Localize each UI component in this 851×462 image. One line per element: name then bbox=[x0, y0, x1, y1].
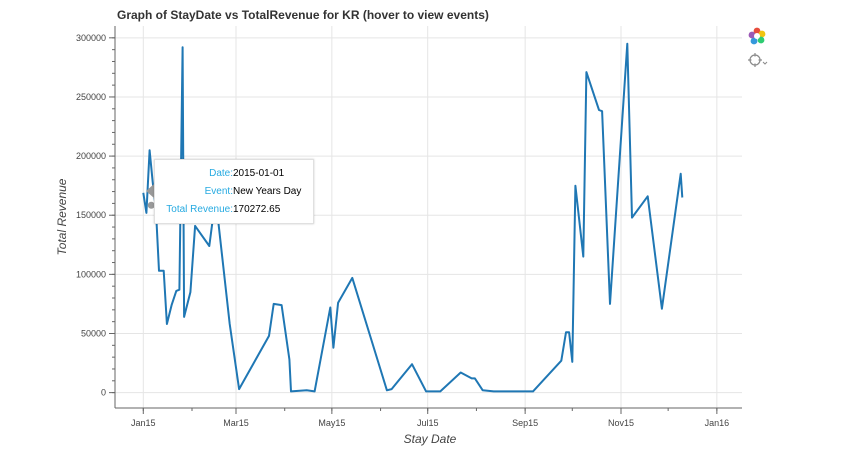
y-tick-label: 100000 bbox=[76, 269, 106, 279]
x-axis-label: Stay Date bbox=[404, 432, 457, 446]
y-tick-label: 200000 bbox=[76, 151, 106, 161]
hover-tooltip: Date: 2015-01-01 Event: New Years Day To… bbox=[154, 159, 314, 224]
tooltip-pointer bbox=[146, 184, 154, 198]
chart-toolbar bbox=[747, 26, 769, 74]
x-tick-label: Jan15 bbox=[131, 418, 156, 428]
chart-title: Graph of StayDate vs TotalRevenue for KR… bbox=[117, 8, 489, 22]
tooltip-revenue-value: 170272.65 bbox=[233, 204, 281, 215]
y-tick-label: 50000 bbox=[81, 328, 106, 338]
series-line[interactable] bbox=[142, 42, 684, 393]
tooltip-revenue-key: Total Revenue: bbox=[166, 204, 233, 215]
hover-marker bbox=[147, 201, 155, 209]
y-tick-label: 0 bbox=[101, 388, 106, 398]
y-tick-label: 150000 bbox=[76, 210, 106, 220]
x-tick-label: May15 bbox=[318, 418, 345, 428]
tooltip-event-value: New Years Day bbox=[233, 186, 302, 197]
tooltip-event-key: Event: bbox=[204, 186, 233, 197]
x-tick-label: Jul15 bbox=[417, 418, 439, 428]
x-tick-label: Sep15 bbox=[512, 418, 538, 428]
crosshair-hover-icon[interactable] bbox=[747, 50, 768, 70]
x-tick-label: Nov15 bbox=[608, 418, 634, 428]
y-tick-label: 300000 bbox=[76, 33, 106, 43]
bokeh-logo-icon[interactable] bbox=[747, 26, 767, 46]
tooltip-date-key: Date: bbox=[209, 168, 233, 179]
y-tick-label: 250000 bbox=[76, 92, 106, 102]
x-tick-label: Mar15 bbox=[223, 418, 249, 428]
y-axis-label: Total Revenue bbox=[55, 178, 69, 255]
tooltip-date-value: 2015-01-01 bbox=[233, 168, 285, 179]
x-tick-label: Jan16 bbox=[705, 418, 730, 428]
